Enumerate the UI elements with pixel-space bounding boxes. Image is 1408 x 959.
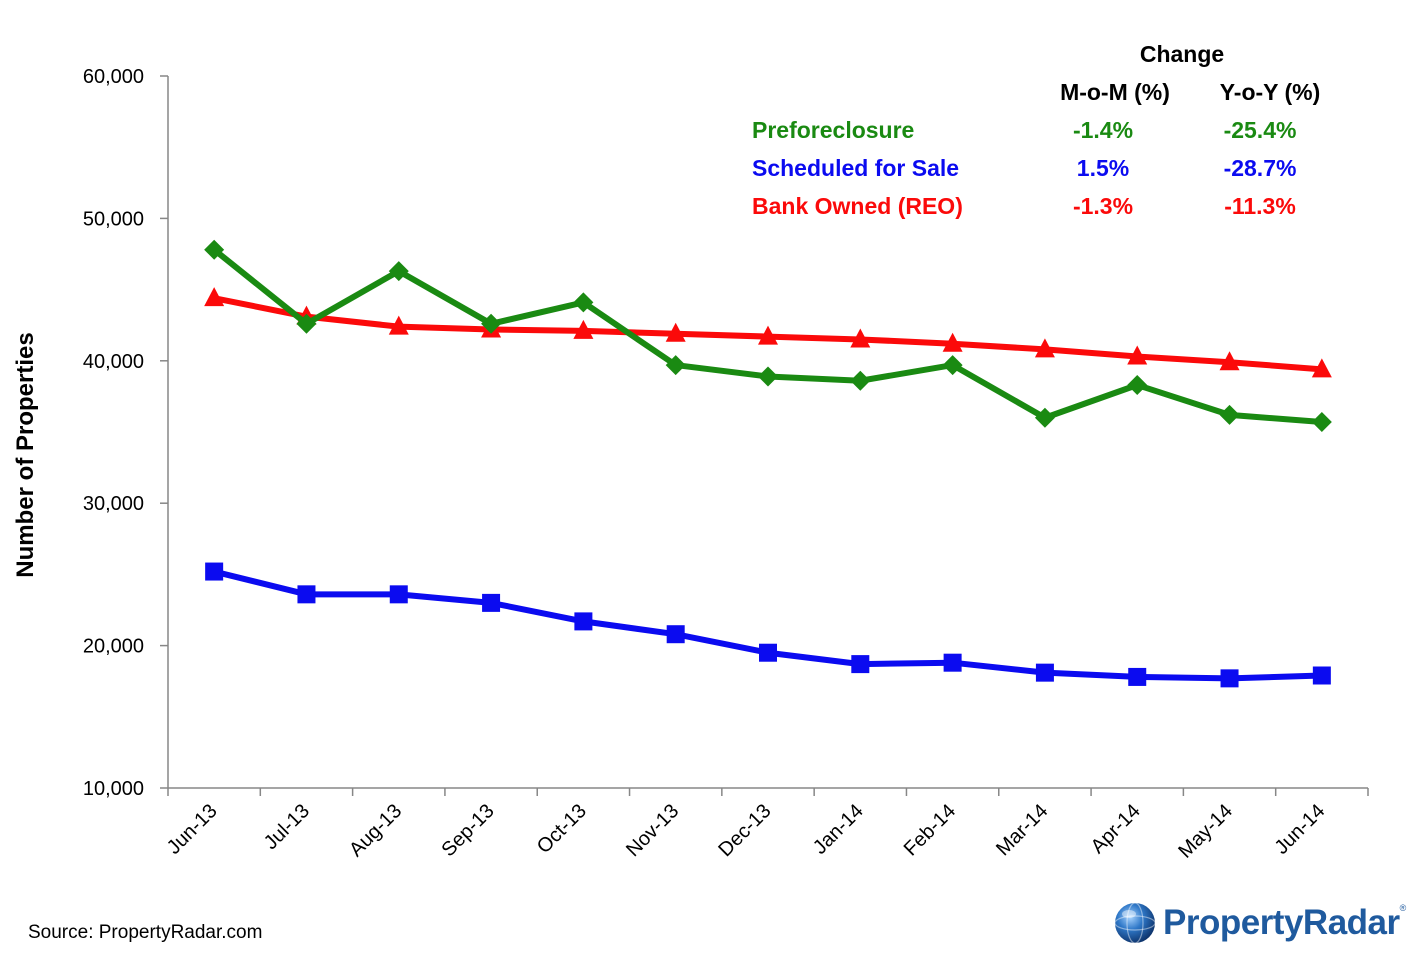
series-scheduled-for-sale — [205, 562, 1331, 688]
x-tick-label: Mar-14 — [992, 800, 1052, 860]
data-point — [389, 585, 408, 604]
data-point — [388, 315, 409, 335]
change-table-row: Preforeclosure -1.4% -25.4% — [752, 117, 1296, 143]
data-point — [758, 366, 778, 387]
y-tick-label: 30,000 — [83, 493, 144, 515]
data-point — [665, 355, 686, 376]
data-point — [574, 612, 593, 631]
x-tick-label: Dec-13 — [714, 800, 775, 861]
data-point — [851, 655, 870, 674]
y-tick-label: 60,000 — [83, 66, 144, 88]
data-point — [205, 562, 224, 581]
series-preforeclosure — [204, 239, 1332, 433]
data-point — [758, 325, 778, 345]
data-point — [573, 319, 594, 339]
data-point — [388, 261, 409, 282]
data-point — [1219, 351, 1240, 371]
series-layer — [204, 239, 1332, 688]
change-table-mom-header: M-o-M (%) — [1060, 79, 1170, 105]
data-point — [296, 313, 317, 334]
data-point — [297, 585, 316, 604]
x-tick-label: Sep-13 — [437, 800, 498, 861]
row-yoy: -25.4% — [1224, 117, 1297, 143]
x-tick-label: Jul-13 — [260, 800, 314, 854]
data-point — [481, 313, 502, 334]
data-point — [1127, 345, 1148, 365]
row-mom: 1.5% — [1077, 155, 1129, 181]
data-point — [666, 625, 685, 644]
y-tick-label: 20,000 — [83, 636, 144, 658]
brand-name: PropertyRadar® — [1163, 903, 1406, 942]
series-bank-owned-reo — [204, 287, 1332, 378]
data-point — [204, 239, 225, 260]
x-tick-label: Aug-13 — [345, 800, 406, 861]
y-tick-labels: 10,000 20,000 30,000 40,000 50,000 60,000 — [83, 66, 144, 800]
y-axis-label: Number of Properties — [12, 332, 39, 577]
data-point — [573, 292, 594, 313]
change-table-yoy-header: Y-o-Y (%) — [1220, 79, 1321, 105]
data-point — [482, 593, 501, 612]
source-note: Source: PropertyRadar.com — [28, 922, 263, 943]
x-tick-labels: Jun-13 Jul-13 Aug-13 Sep-13 Oct-13 Nov-13 Dec-… — [163, 800, 1329, 863]
series-line — [213, 568, 1322, 682]
x-tick-label: Nov-13 — [622, 800, 683, 861]
row-label: Bank Owned (REO) — [752, 193, 963, 219]
data-point — [759, 643, 777, 662]
data-point — [850, 328, 871, 348]
x-tick-label: Jun-14 — [1271, 800, 1330, 859]
x-tick-label: Jan-14 — [809, 800, 868, 859]
data-point — [943, 653, 962, 672]
row-label: Scheduled for Sale — [752, 155, 959, 181]
data-point — [850, 370, 871, 391]
row-yoy: -11.3% — [1224, 193, 1296, 219]
brand-logo: PropertyRadar® — [1113, 898, 1406, 948]
data-point — [1127, 375, 1148, 396]
x-tick-label: Jun-13 — [163, 800, 222, 859]
row-mom: -1.3% — [1073, 193, 1133, 219]
data-point — [204, 287, 225, 307]
change-table-row: Scheduled for Sale 1.5% -28.7% — [752, 155, 1296, 181]
change-table-row: Bank Owned (REO) -1.3% -11.3% — [752, 193, 1296, 219]
line-chart: 10,000 20,000 30,000 40,000 50,000 60,000 Jun… — [12, 41, 1369, 863]
row-yoy: -28.7% — [1224, 155, 1297, 181]
data-point — [942, 332, 963, 352]
data-point — [1312, 666, 1331, 685]
change-table-title: Change — [1140, 41, 1224, 67]
data-point — [1311, 412, 1332, 433]
x-tick-label: Feb-14 — [900, 800, 960, 860]
chart-axes — [160, 75, 1369, 796]
change-table-rows: Preforeclosure -1.4% -25.4% Scheduled for S… — [752, 117, 1296, 219]
data-point — [665, 322, 686, 342]
data-point — [1034, 338, 1055, 358]
globe-icon — [1114, 902, 1156, 944]
data-point — [1035, 663, 1054, 682]
y-tick-label: 40,000 — [83, 351, 144, 373]
y-tick-label: 50,000 — [83, 208, 144, 230]
data-point — [942, 355, 963, 376]
x-tick-label: May-14 — [1174, 800, 1237, 863]
data-point — [1311, 358, 1332, 378]
x-tick-label: Oct-13 — [533, 800, 591, 858]
y-tick-label: 10,000 — [83, 778, 144, 800]
change-table: Change M-o-M (%) Y-o-Y (%) Preforeclosur… — [752, 41, 1320, 219]
data-point — [1220, 669, 1239, 688]
row-label: Preforeclosure — [752, 117, 914, 143]
data-point — [1219, 404, 1240, 425]
row-mom: -1.4% — [1073, 117, 1133, 143]
data-point — [1128, 667, 1147, 686]
data-point — [1034, 407, 1055, 428]
x-tick-label: Apr-14 — [1087, 800, 1145, 858]
